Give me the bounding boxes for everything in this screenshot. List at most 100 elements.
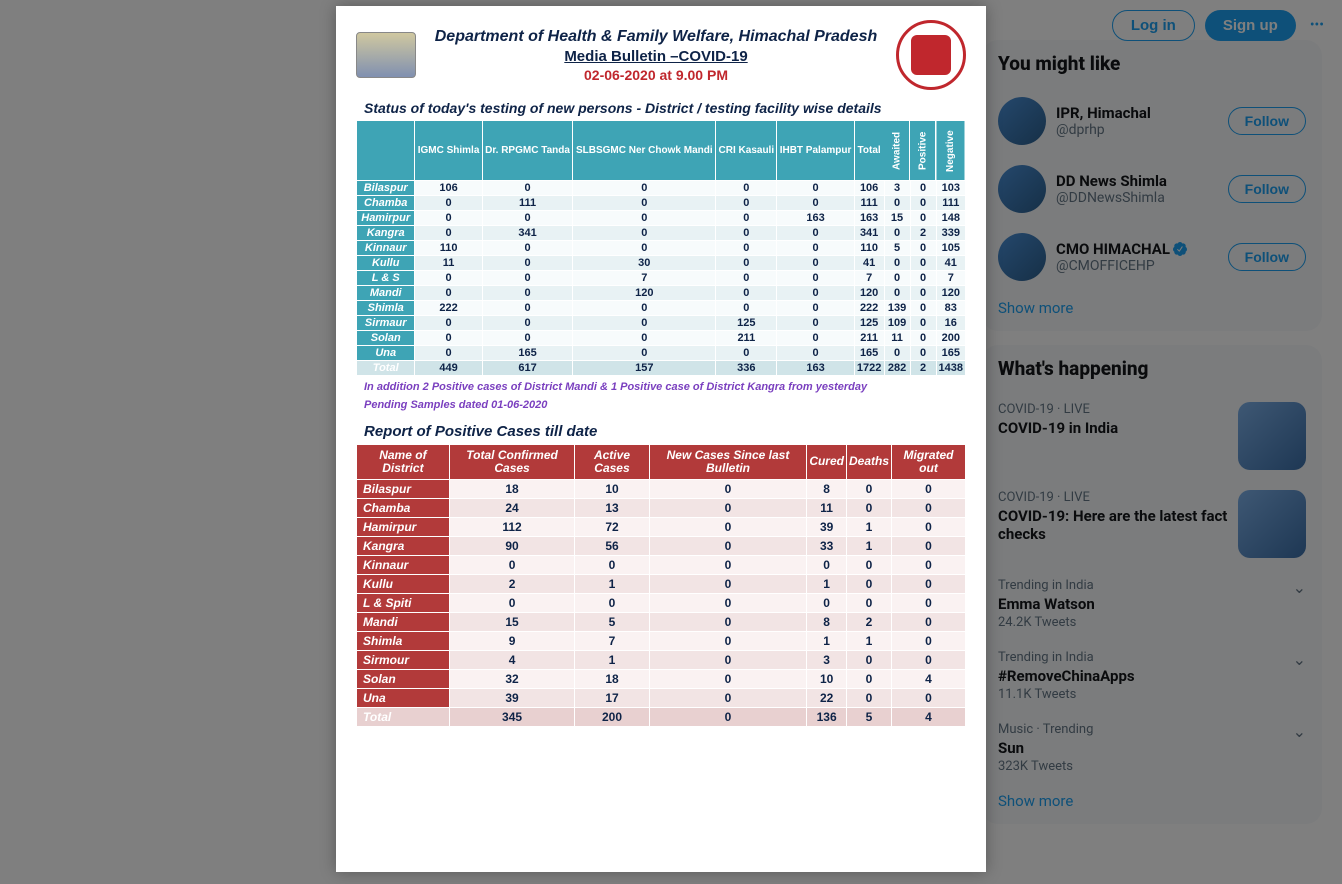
table-cell: 339 xyxy=(936,226,965,241)
table-cell: 0 xyxy=(807,593,847,612)
table-cell: 112 xyxy=(449,517,575,536)
table-cell: 5 xyxy=(846,707,891,726)
table-cell: 211 xyxy=(854,331,884,346)
table-cell: 32 xyxy=(449,669,575,688)
table-cell: 5 xyxy=(884,241,910,256)
table-cell: 0 xyxy=(716,256,777,271)
table-cell: 8 xyxy=(807,612,847,631)
table-cell: 0 xyxy=(910,316,936,331)
table-cell: 0 xyxy=(910,346,936,361)
image-modal: Department of Health & Family Welfare, H… xyxy=(336,6,986,872)
table-cell: 0 xyxy=(892,631,966,650)
table-header: Migrated out xyxy=(892,444,966,479)
table-cell: 4 xyxy=(449,650,575,669)
table-cell: 0 xyxy=(716,271,777,286)
table-row: Sirmour410300 xyxy=(357,650,966,669)
table-cell: 163 xyxy=(777,211,854,226)
table-cell: 0 xyxy=(482,271,573,286)
table-cell: 0 xyxy=(716,226,777,241)
table-cell: 1 xyxy=(807,574,847,593)
table-row: Kullu210100 xyxy=(357,574,966,593)
table-cell: 0 xyxy=(716,346,777,361)
table-row: Una391702200 xyxy=(357,688,966,707)
table-cell: Shimla xyxy=(357,631,450,650)
table-cell: 0 xyxy=(449,555,575,574)
table-cell: 0 xyxy=(892,555,966,574)
table-header: Active Cases xyxy=(575,444,649,479)
table-cell: 0 xyxy=(884,196,910,211)
table-cell: 0 xyxy=(846,574,891,593)
table-cell: 0 xyxy=(716,241,777,256)
table-header: Cured xyxy=(807,444,847,479)
table-cell: 5 xyxy=(575,612,649,631)
table-cell: L & S xyxy=(357,271,415,286)
table-cell: 0 xyxy=(649,574,807,593)
table-row: Kullu1103000410041 xyxy=(357,256,966,271)
table-cell: 222 xyxy=(854,301,884,316)
table-cell: 165 xyxy=(482,346,573,361)
table-row: Hamirpur0000163163150148 xyxy=(357,211,966,226)
table-cell: 157 xyxy=(573,361,716,376)
table-cell: 0 xyxy=(573,301,716,316)
table-cell: Solan xyxy=(357,669,450,688)
table-cell: 3 xyxy=(807,650,847,669)
table-cell: 0 xyxy=(649,707,807,726)
table-cell: 0 xyxy=(649,631,807,650)
table-row: Chamba241301100 xyxy=(357,498,966,517)
table-cell: 0 xyxy=(716,286,777,301)
table-cell: 1 xyxy=(846,631,891,650)
table-cell: 0 xyxy=(649,517,807,536)
addendum-line1: In addition 2 Positive cases of District… xyxy=(364,380,966,394)
table-cell: 0 xyxy=(777,256,854,271)
table-cell: 0 xyxy=(892,650,966,669)
table-cell: 2 xyxy=(846,612,891,631)
table-row: L & Spiti000000 xyxy=(357,593,966,612)
table-cell: 33 xyxy=(807,536,847,555)
table-cell: Hamirpur xyxy=(357,211,415,226)
table-header: Positive xyxy=(910,121,936,181)
table-cell: 0 xyxy=(884,286,910,301)
table-cell: Bilaspur xyxy=(357,181,415,196)
table-cell: 0 xyxy=(892,688,966,707)
table-cell: Kangra xyxy=(357,536,450,555)
table-row: Sirmaur0001250125109016 xyxy=(357,316,966,331)
table-header: IGMC Shimla xyxy=(415,121,482,181)
table-row: Total345200013654 xyxy=(357,707,966,726)
table-cell: 0 xyxy=(573,181,716,196)
table-cell: 200 xyxy=(936,331,965,346)
table-cell: 0 xyxy=(846,688,891,707)
bulletin-document: Department of Health & Family Welfare, H… xyxy=(336,6,986,741)
table-cell: 7 xyxy=(936,271,965,286)
table-cell: 0 xyxy=(777,316,854,331)
table-cell: 0 xyxy=(884,271,910,286)
table-cell: 2 xyxy=(910,226,936,241)
table-row: Bilaspur106000010630103 xyxy=(357,181,966,196)
table-cell: 1 xyxy=(846,517,891,536)
table-cell: Kullu xyxy=(357,574,450,593)
table-header: Total xyxy=(854,121,884,181)
table-cell: 0 xyxy=(884,346,910,361)
table-cell: Hamirpur xyxy=(357,517,450,536)
table-cell: 0 xyxy=(910,196,936,211)
table-cell: 8 xyxy=(807,479,847,498)
table-cell: 0 xyxy=(892,479,966,498)
table-cell: 1 xyxy=(575,650,649,669)
nhm-logo-icon xyxy=(896,20,966,90)
table-cell: Total xyxy=(357,361,415,376)
table-cell: 0 xyxy=(573,316,716,331)
table-row: Kinnaur000000 xyxy=(357,555,966,574)
table-cell: 0 xyxy=(910,256,936,271)
table-cell: 0 xyxy=(415,226,482,241)
table-row: Shimla970110 xyxy=(357,631,966,650)
table-cell: 0 xyxy=(573,226,716,241)
positive-cases-table: Name of DistrictTotal Confirmed CasesAct… xyxy=(356,444,966,727)
table-cell: 2 xyxy=(449,574,575,593)
table-row: Kinnaur110000011050105 xyxy=(357,241,966,256)
table-cell: 0 xyxy=(777,181,854,196)
table-cell: Una xyxy=(357,688,450,707)
table-cell: Chamba xyxy=(357,196,415,211)
table-cell: 0 xyxy=(649,650,807,669)
table-cell: 0 xyxy=(846,650,891,669)
table-header: SLBSGMC Ner Chowk Mandi xyxy=(573,121,716,181)
table-cell: 0 xyxy=(910,211,936,226)
